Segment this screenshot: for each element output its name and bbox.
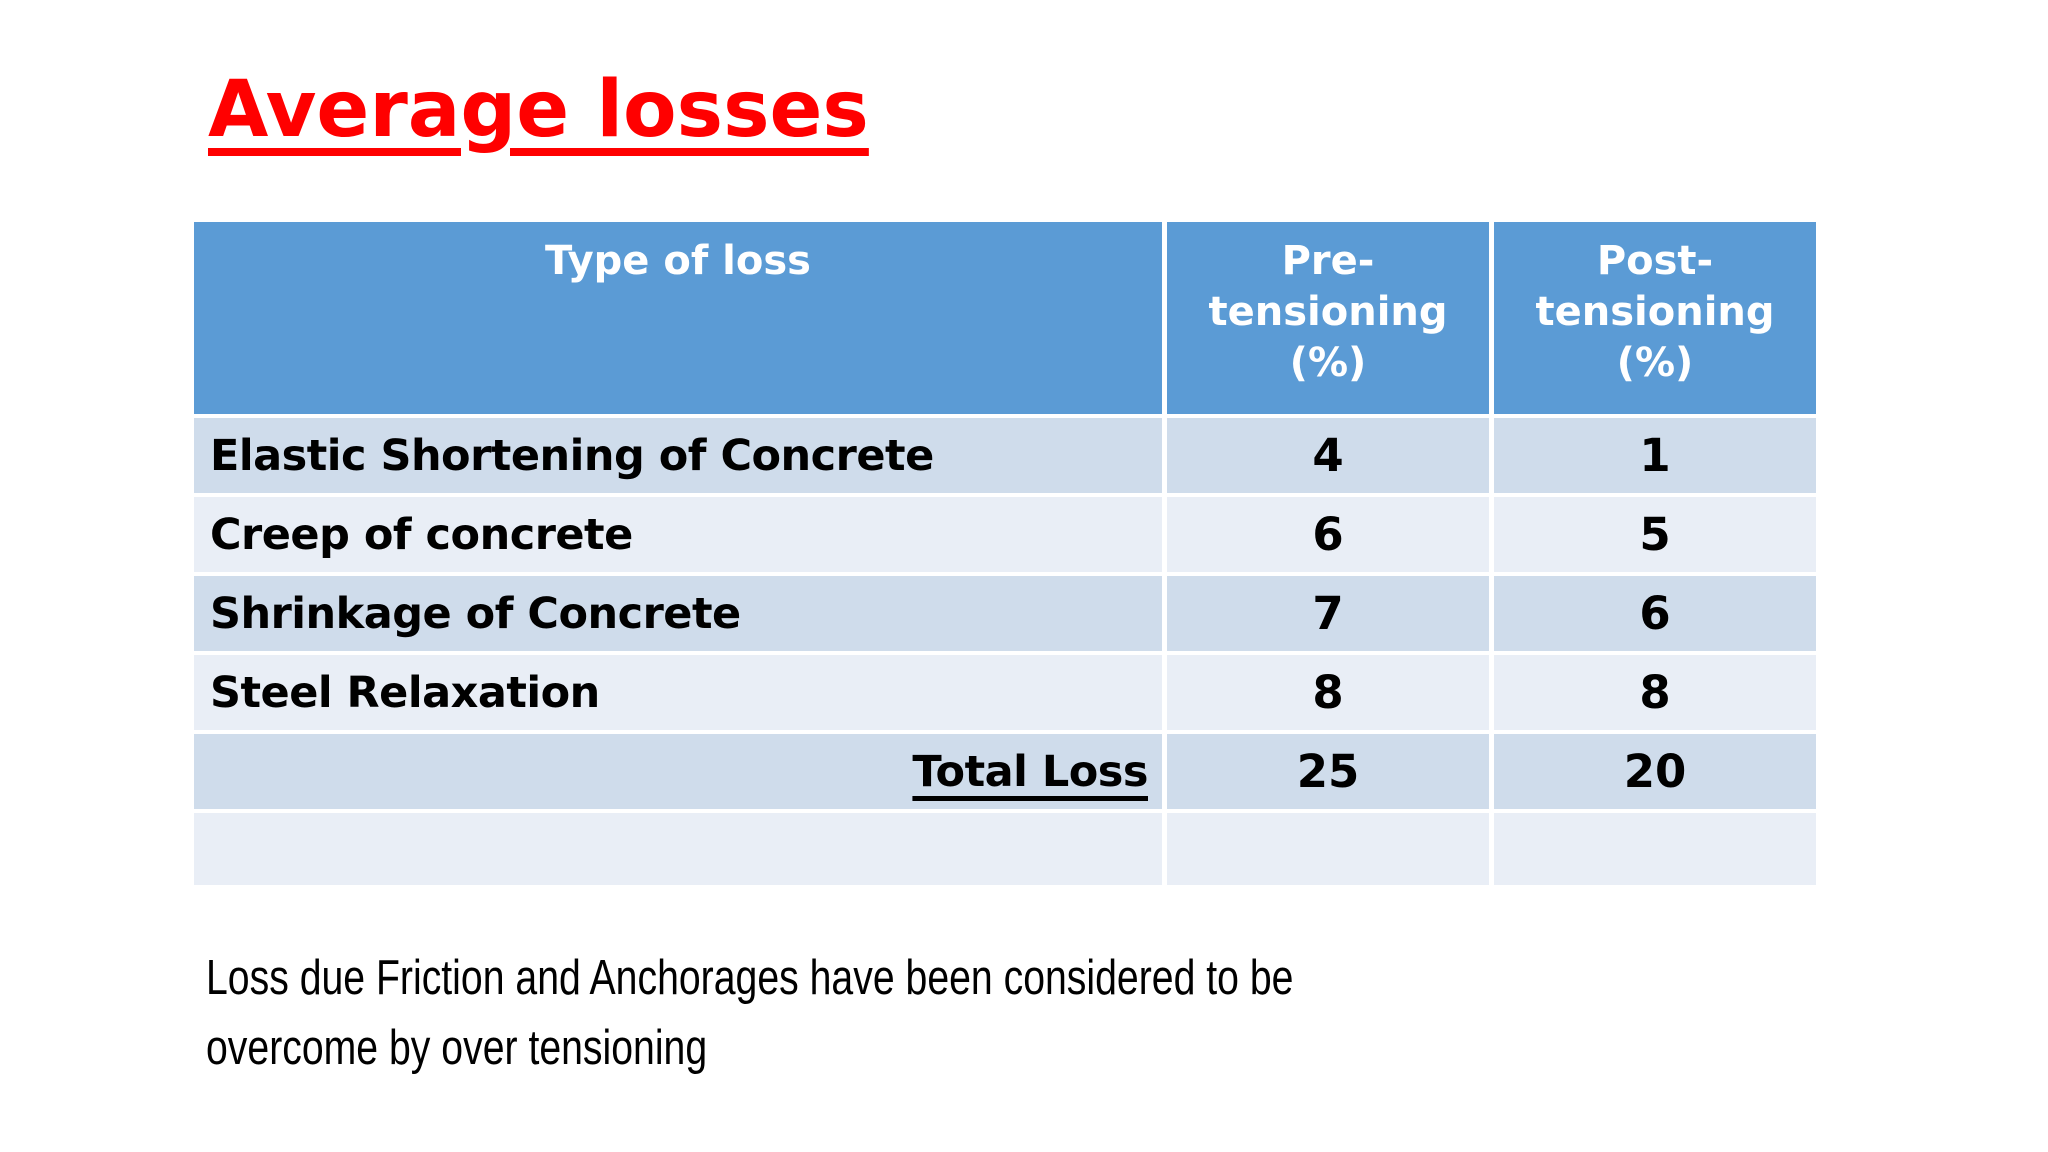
page-title: Average losses	[208, 65, 869, 155]
column-header-post-tensioning: Post-tensioning (%)	[1494, 222, 1816, 414]
row-label-elastic-shortening: Elastic Shortening of Concrete	[194, 418, 1162, 493]
row-value-pre: 4	[1167, 418, 1489, 493]
row-value-pre: 6	[1167, 497, 1489, 572]
empty-row-cell	[1167, 813, 1489, 885]
footer-note-line2: overcome by over tensioning	[206, 1020, 708, 1075]
column-header-type-of-loss: Type of loss	[194, 222, 1162, 414]
empty-row-cell	[1494, 813, 1816, 885]
row-label-shrinkage: Shrinkage of Concrete	[194, 576, 1162, 651]
average-losses-table: Type of loss Pre-tensioning (%) Post-ten…	[194, 222, 1816, 885]
total-loss-label: Total Loss	[912, 746, 1148, 797]
row-value-post: 1	[1494, 418, 1816, 493]
row-value-pre: 7	[1167, 576, 1489, 651]
column-header-pre-tensioning: Pre-tensioning (%)	[1167, 222, 1489, 414]
empty-row-cell	[194, 813, 1162, 885]
footer-note-line1: Loss due Friction and Anchorages have be…	[206, 951, 1294, 1005]
row-value-pre: 8	[1167, 655, 1489, 730]
row-value-post: 5	[1494, 497, 1816, 572]
row-label-creep: Creep of concrete	[194, 497, 1162, 572]
footer-note: Loss due Friction and Anchorages have be…	[206, 944, 1293, 1083]
row-value-post: 8	[1494, 655, 1816, 730]
row-value-total-pre: 25	[1167, 734, 1489, 809]
row-value-post: 6	[1494, 576, 1816, 651]
row-value-total-post: 20	[1494, 734, 1816, 809]
row-label-total-loss: Total Loss	[194, 734, 1162, 809]
row-label-steel-relaxation: Steel Relaxation	[194, 655, 1162, 730]
